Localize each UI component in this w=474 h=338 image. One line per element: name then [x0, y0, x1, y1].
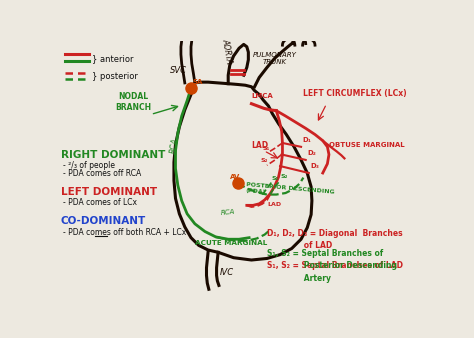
Text: IVC: IVC [219, 268, 234, 277]
Text: SA: SA [192, 79, 203, 86]
Text: RCA: RCA [169, 137, 181, 154]
Text: S₁: S₁ [272, 176, 279, 181]
Text: PULMONARY
TRUNK: PULMONARY TRUNK [253, 52, 297, 65]
Text: S₁, S₂ = Septal Branches of
              Posterior Descending
              Art: S₁, S₂ = Septal Branches of Posterior De… [267, 249, 397, 283]
Text: AV: AV [230, 174, 240, 180]
Text: AORTA: AORTA [220, 37, 234, 64]
Text: - PDA comes of LCx: - PDA comes of LCx [63, 198, 137, 207]
Text: LAD: LAD [251, 141, 269, 150]
Text: LEFT DOMINANT: LEFT DOMINANT [61, 187, 157, 197]
Text: ACUTE MARGINAL: ACUTE MARGINAL [195, 240, 267, 246]
Text: RCA: RCA [220, 209, 236, 216]
Text: LMCA: LMCA [251, 93, 273, 99]
Text: LEFT CIRCUMFLEX (LCx): LEFT CIRCUMFLEX (LCx) [303, 89, 407, 98]
Text: LAD: LAD [267, 202, 281, 207]
Text: S₂: S₂ [280, 174, 288, 179]
Text: - PDA comes off both RCA + LCx: - PDA comes off both RCA + LCx [63, 227, 186, 237]
Text: NODAL
BRANCH: NODAL BRANCH [116, 93, 152, 112]
Text: S₂: S₂ [261, 158, 268, 163]
Text: CO-DOMINANT: CO-DOMINANT [61, 216, 146, 226]
Text: D₂: D₂ [307, 150, 316, 156]
Text: D₁, D₂, D₃ = Diagonal  Branches
              of LAD: D₁, D₂, D₃ = Diagonal Branches of LAD [267, 229, 402, 250]
Text: } posterior: } posterior [92, 72, 137, 81]
Text: RIGHT DOMINANT: RIGHT DOMINANT [61, 150, 165, 160]
Text: S₁: S₁ [262, 146, 270, 151]
Text: D₃: D₃ [310, 163, 319, 169]
Text: S₁, S₂ = Septal Branches of LAD: S₁, S₂ = Septal Branches of LAD [267, 261, 403, 270]
Text: } anterior: } anterior [92, 54, 133, 63]
Text: - PDA comes off RCA: - PDA comes off RCA [63, 169, 141, 178]
Text: - ²/₃ of people: - ²/₃ of people [63, 161, 115, 170]
Text: OBTUSE MARGINAL: OBTUSE MARGINAL [329, 142, 405, 148]
Text: SVC: SVC [170, 66, 187, 75]
Text: D₁: D₁ [302, 137, 311, 143]
Text: POSTERIOR DESCENDING
(PDA): POSTERIOR DESCENDING (PDA) [245, 183, 335, 201]
